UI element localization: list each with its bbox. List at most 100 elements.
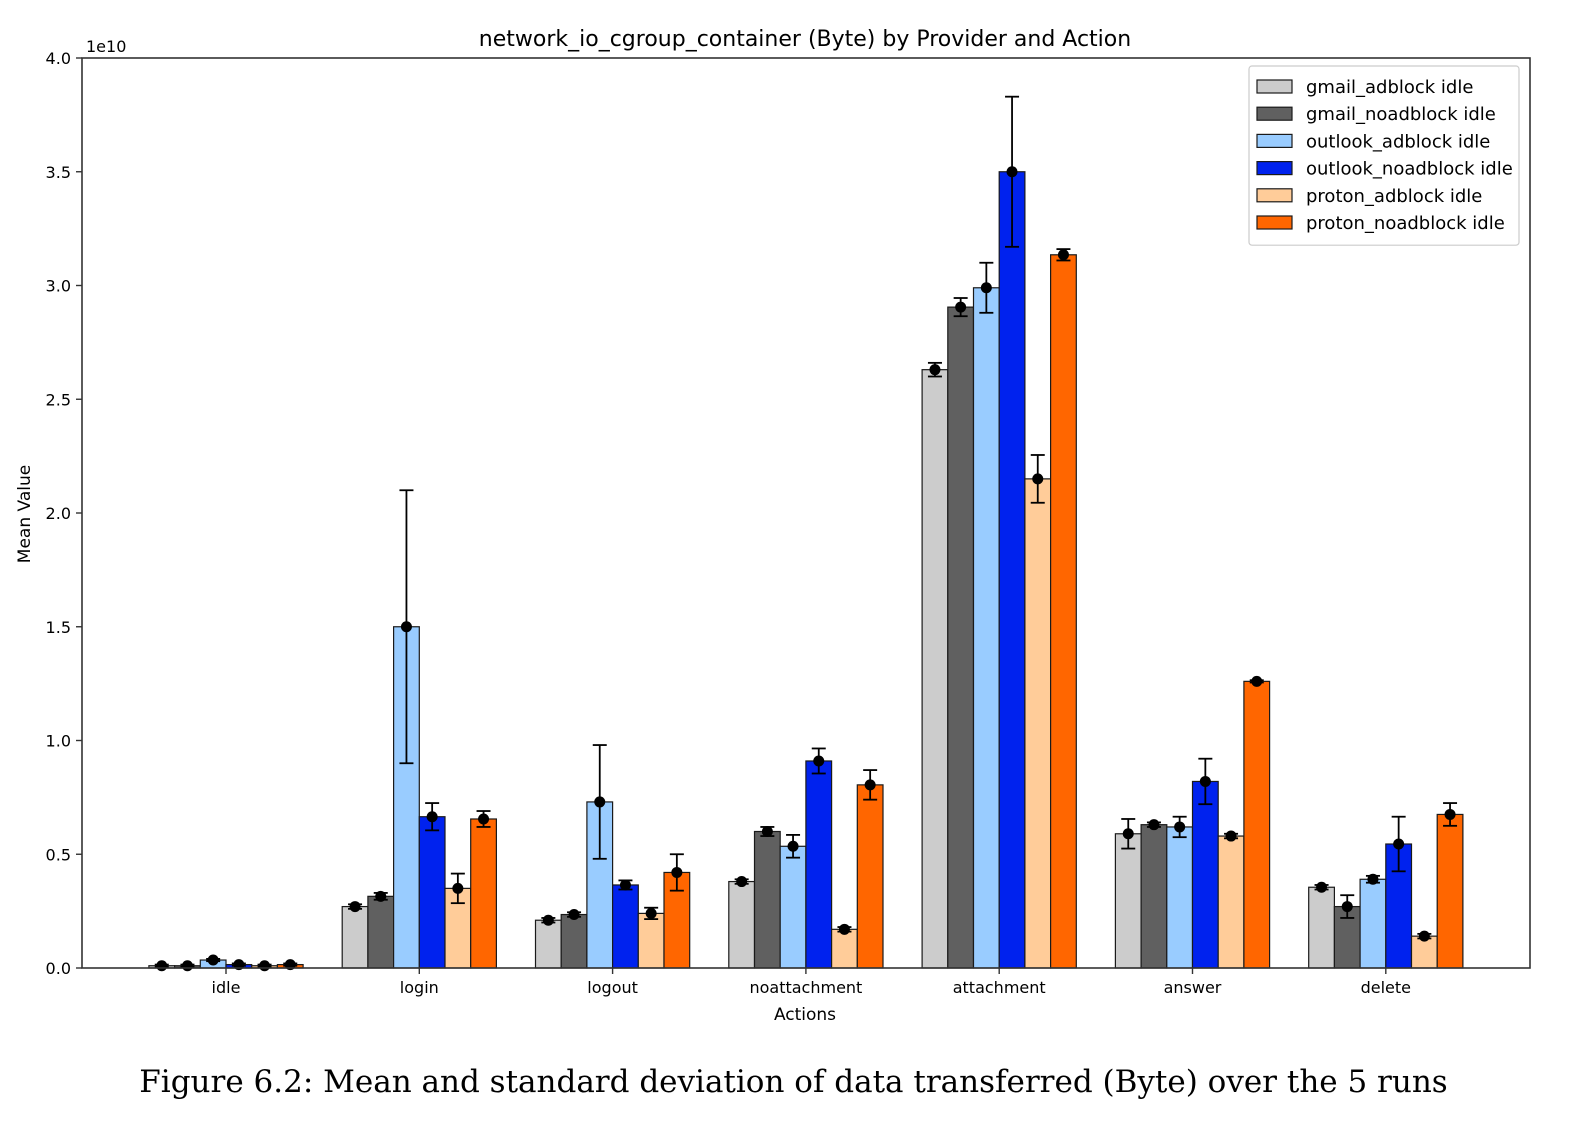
error-bar-login-4 <box>450 872 465 905</box>
x-tick-label: answer <box>1164 978 1222 997</box>
legend-label: gmail_adblock idle <box>1306 77 1473 98</box>
bar-logout-0 <box>534 919 562 969</box>
x-tick-label: idle <box>212 978 241 997</box>
bar-delete-2 <box>1359 878 1387 969</box>
error-bar-login-1 <box>373 890 388 902</box>
bar-delete-5 <box>1436 813 1464 969</box>
error-bar-attachment-1 <box>953 297 968 318</box>
bar-noattachment-4 <box>830 928 858 969</box>
bar-noattachment-1 <box>753 830 781 969</box>
bar-login-1 <box>367 895 395 969</box>
legend-label: outlook_noadblock idle <box>1306 159 1513 180</box>
y-tick-label: 2.0 <box>46 504 71 523</box>
bar-answer-0 <box>1114 833 1142 969</box>
y-tick-label: 0.5 <box>46 845 71 864</box>
bar-login-3 <box>418 816 446 969</box>
error-bar-answer-3 <box>1198 757 1213 806</box>
legend-item: gmail_adblock idle <box>1256 77 1473 98</box>
figure-caption: Figure 6.2: Mean and standard deviation … <box>139 1064 1448 1100</box>
x-tick-label: delete <box>1361 978 1411 997</box>
error-bar-noattachment-5 <box>863 769 878 801</box>
x-tick-label: logout <box>587 978 638 997</box>
error-bar-logout-4 <box>644 906 659 920</box>
legend-swatch <box>1256 106 1293 121</box>
bar-delete-0 <box>1308 886 1335 969</box>
bar-chart: network_io_cgroup_container (Byte) by Pr… <box>15 27 1531 1025</box>
bar-attachment-3 <box>998 171 1026 969</box>
error-bar-attachment-5 <box>1056 248 1071 262</box>
bar-attachment-2 <box>972 287 1000 969</box>
error-bar-delete-0 <box>1314 881 1329 893</box>
error-bar-attachment-4 <box>1030 454 1045 504</box>
bar-attachment-0 <box>921 369 949 969</box>
x-tick-label: attachment <box>953 978 1046 997</box>
error-bar-login-3 <box>425 802 440 832</box>
y-scale-label: 1e10 <box>86 37 126 56</box>
legend-swatch <box>1256 79 1293 94</box>
y-tick-label: 2.5 <box>46 390 71 409</box>
legend-label: gmail_noadblock idle <box>1306 104 1496 125</box>
error-bar-logout-3 <box>618 879 633 891</box>
error-bar-noattachment-3 <box>811 747 826 775</box>
error-bar-answer-0 <box>1121 818 1136 850</box>
error-bar-delete-1 <box>1340 894 1355 919</box>
y-tick-label: 4.0 <box>46 49 71 68</box>
error-bar-delete-3 <box>1391 815 1406 873</box>
error-bar-delete-4 <box>1417 930 1432 942</box>
error-bar-noattachment-2 <box>786 834 801 859</box>
legend-item: gmail_noadblock idle <box>1256 104 1496 125</box>
error-bar-login-0 <box>348 901 363 913</box>
error-bar-login-2 <box>399 489 414 765</box>
error-bar-logout-5 <box>669 853 684 892</box>
chart-title: network_io_cgroup_container (Byte) by Pr… <box>479 27 1131 52</box>
bar-logout-1 <box>560 913 588 969</box>
legend-label: proton_adblock idle <box>1306 186 1482 207</box>
error-bar-logout-0 <box>541 914 556 926</box>
error-bar-noattachment-4 <box>837 923 852 935</box>
error-bar-attachment-0 <box>927 361 942 378</box>
bar-attachment-5 <box>1049 254 1077 969</box>
error-bar-idle-4 <box>257 960 272 972</box>
y-axis-label: Mean Value <box>15 465 35 563</box>
bar-answer-2 <box>1166 826 1194 969</box>
error-bar-attachment-3 <box>1005 95 1020 248</box>
bar-noattachment-3 <box>805 760 833 969</box>
bar-logout-4 <box>637 912 665 969</box>
bar-login-5 <box>470 818 498 969</box>
bar-noattachment-2 <box>779 845 807 969</box>
legend-item: outlook_adblock idle <box>1256 131 1490 152</box>
legend-box <box>1248 65 1520 246</box>
bar-noattachment-0 <box>728 880 756 969</box>
legend-swatch <box>1256 133 1293 148</box>
error-bar-attachment-2 <box>979 261 994 314</box>
error-bar-logout-2 <box>592 744 607 860</box>
error-bar-logout-1 <box>567 909 582 921</box>
error-bar-delete-5 <box>1443 802 1458 827</box>
error-bar-login-5 <box>476 810 491 828</box>
error-bar-answer-2 <box>1172 815 1187 839</box>
error-bars-layer <box>154 95 1458 972</box>
y-tick-label: 1.5 <box>46 618 71 637</box>
y-tick-label: 0.0 <box>46 959 71 978</box>
bar-answer-1 <box>1140 824 1168 969</box>
x-axis: idle login logout noattachment attachment ans… <box>212 968 1411 997</box>
bar-answer-5 <box>1243 680 1271 969</box>
bar-attachment-4 <box>1024 478 1052 969</box>
error-bar-answer-4 <box>1224 830 1239 842</box>
legend-label: outlook_adblock idle <box>1306 131 1490 152</box>
error-bar-idle-1 <box>180 960 195 972</box>
legend-swatch <box>1256 161 1293 176</box>
error-bar-idle-2 <box>206 954 221 966</box>
bar-attachment-1 <box>947 306 975 969</box>
y-tick-label: 1.0 <box>46 732 71 751</box>
y-tick-label: 3.5 <box>46 163 71 182</box>
legend-label: proton_noadblock idle <box>1306 213 1505 234</box>
bar-answer-4 <box>1217 835 1245 969</box>
y-tick-label: 3.0 <box>46 277 71 296</box>
x-tick-label: noattachment <box>749 978 862 997</box>
error-bar-delete-2 <box>1365 873 1380 885</box>
y-axis: 0.0 0.5 1.0 1.5 2.0 2.5 3.0 3.5 4.0 <box>46 49 82 978</box>
x-axis-label: Actions <box>774 1005 836 1025</box>
bar-login-0 <box>341 905 369 969</box>
error-bar-answer-1 <box>1146 819 1161 831</box>
